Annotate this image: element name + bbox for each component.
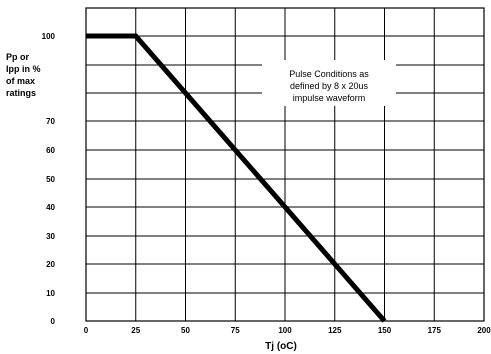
x-tick-label-200: 200 — [477, 326, 491, 335]
y-tick-label-20: 20 — [46, 260, 55, 269]
annotation-background — [262, 60, 396, 106]
annotation-line-1: Pulse Conditions as — [289, 69, 369, 79]
x-tick-label-50: 50 — [181, 326, 190, 335]
y-axis-label-line-3: of max — [6, 76, 35, 86]
y-tick-label-70: 70 — [46, 117, 55, 126]
y-axis-label: Pp or Ipp in % of max ratings — [6, 52, 41, 98]
x-tick-label-0: 0 — [84, 326, 89, 335]
y-tick-label-30: 30 — [46, 232, 55, 241]
x-tick-label-150: 150 — [378, 326, 392, 335]
y-axis-label-line-4: ratings — [6, 88, 36, 98]
x-tick-label-100: 100 — [278, 326, 292, 335]
y-tick-label-0: 0 — [51, 317, 56, 326]
x-tick-label-175: 175 — [428, 326, 442, 335]
series-line-derating — [86, 33, 387, 323]
annotation-line-3: impulse waveform — [293, 93, 366, 103]
x-tick-label-125: 125 — [328, 326, 342, 335]
y-tick-label-50: 50 — [46, 175, 55, 184]
x-tick-label-75: 75 — [231, 326, 240, 335]
y-tick-label-40: 40 — [46, 203, 55, 212]
y-tick-label-100: 100 — [42, 32, 56, 41]
y-axis-label-line-2: Ipp in % — [6, 64, 41, 74]
y-tick-label-60: 60 — [46, 146, 55, 155]
y-tick-label-10: 10 — [46, 289, 55, 298]
x-tick-label-25: 25 — [131, 326, 140, 335]
x-axis-label: Tj (oC) — [265, 341, 297, 352]
plot-frame — [85, 7, 485, 322]
annotation-box: Pulse Conditions as defined by 8 x 20us … — [262, 60, 396, 106]
x-tick-labels: 0 25 50 75 100 125 150 175 200 — [84, 326, 491, 335]
y-axis-label-line-1: Pp or — [6, 52, 29, 62]
annotation-line-2: defined by 8 x 20us — [290, 81, 369, 91]
y-tick-labels: 0 10 20 30 40 50 60 70 100 — [42, 32, 56, 326]
